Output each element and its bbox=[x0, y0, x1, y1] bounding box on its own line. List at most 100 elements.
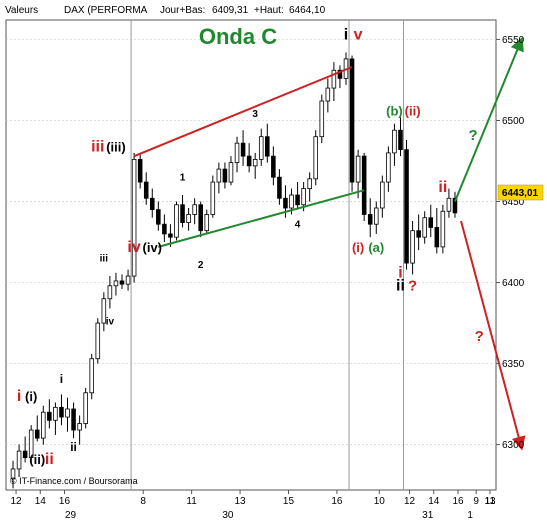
wave-label: (iii) bbox=[106, 139, 126, 154]
time-tick-label: 12 bbox=[404, 496, 416, 507]
candle bbox=[252, 152, 258, 179]
candle bbox=[89, 353, 95, 400]
candle bbox=[10, 460, 16, 489]
candle bbox=[386, 146, 391, 192]
candle-body-down bbox=[349, 58, 355, 183]
candle-body-up bbox=[125, 275, 131, 285]
header-label: Valeurs bbox=[5, 5, 38, 16]
candle bbox=[307, 172, 312, 202]
instrument-name: DAX (PERFORMA bbox=[64, 5, 148, 16]
candle-body-up bbox=[113, 280, 119, 287]
candle-body-up bbox=[355, 155, 361, 183]
wave-label: ii bbox=[438, 179, 447, 196]
candle bbox=[125, 269, 131, 291]
lower-channel bbox=[158, 189, 365, 248]
candle bbox=[204, 209, 210, 234]
candle-body-down bbox=[246, 155, 252, 167]
candle-body-up bbox=[10, 468, 16, 480]
candle bbox=[101, 292, 107, 332]
candle bbox=[216, 162, 222, 194]
footer-source: © IT-Finance.com / Boursorama bbox=[10, 476, 138, 486]
candle bbox=[192, 198, 197, 225]
candle-body-up bbox=[410, 230, 415, 264]
candle-body-up bbox=[252, 158, 258, 167]
candle-body-down bbox=[271, 155, 276, 178]
candle bbox=[210, 175, 216, 218]
candle bbox=[71, 402, 76, 439]
candle bbox=[180, 195, 185, 228]
candle bbox=[319, 94, 325, 144]
candle bbox=[149, 188, 155, 218]
candle-body-up bbox=[83, 392, 88, 424]
candle bbox=[392, 123, 397, 166]
wave-label: ii bbox=[396, 278, 405, 295]
candle bbox=[240, 130, 246, 166]
price-tick-label: 6550 bbox=[502, 35, 525, 46]
wave-label: i bbox=[398, 265, 402, 282]
candle-body-up bbox=[28, 429, 34, 458]
candle bbox=[246, 143, 252, 173]
candle-body-up bbox=[186, 214, 191, 223]
candle bbox=[95, 318, 101, 364]
time-tick-label: 11 bbox=[485, 496, 496, 507]
candle-body-down bbox=[222, 168, 228, 183]
candle-body-down bbox=[168, 233, 173, 238]
candle bbox=[271, 146, 276, 186]
candle-body-up bbox=[422, 217, 427, 238]
time-tick-label: 15 bbox=[283, 496, 295, 507]
time-tick-label: 12 bbox=[10, 496, 22, 507]
candle-body-up bbox=[258, 136, 264, 160]
wave-label: iii bbox=[100, 253, 109, 264]
candle-body-down bbox=[143, 181, 149, 199]
candle bbox=[174, 201, 179, 241]
candle bbox=[41, 405, 46, 445]
bull-projection bbox=[454, 36, 524, 202]
candle bbox=[440, 204, 446, 254]
day-high-value: 6464,10 bbox=[289, 5, 326, 16]
candle bbox=[137, 154, 143, 189]
candle-body-up bbox=[174, 204, 179, 238]
candle bbox=[373, 201, 379, 234]
candle bbox=[234, 136, 240, 173]
wave-label: ii bbox=[70, 440, 77, 454]
candle-body-up bbox=[192, 204, 197, 215]
candle-body-up bbox=[89, 358, 95, 394]
wave-label: iv bbox=[127, 239, 140, 256]
candle-body-down bbox=[71, 408, 76, 431]
price-tick-label: 6450 bbox=[502, 197, 525, 208]
candle bbox=[228, 156, 234, 186]
time-tick-label: 10 bbox=[374, 496, 386, 507]
candle bbox=[186, 208, 191, 231]
wave-label: ? bbox=[408, 278, 417, 295]
candle-body-down bbox=[295, 194, 300, 206]
date-label: 31 bbox=[422, 510, 434, 521]
date-label: 29 bbox=[65, 510, 77, 521]
candle-body-down bbox=[416, 230, 421, 238]
candle-body-down bbox=[22, 450, 28, 458]
wave-label: iv bbox=[106, 317, 115, 328]
price-tick-label: 6500 bbox=[502, 116, 525, 127]
candle-body-down bbox=[240, 142, 246, 157]
candle-body-down bbox=[47, 411, 52, 421]
candle-body-up bbox=[289, 194, 294, 209]
candle bbox=[222, 162, 228, 189]
chart-header: Valeurs DAX (PERFORMA Jour+Bas: 6409,31 … bbox=[5, 5, 326, 16]
candle bbox=[331, 62, 337, 102]
trend-lines bbox=[133, 36, 526, 451]
candle-body-up bbox=[95, 322, 101, 360]
candle-body-down bbox=[452, 197, 458, 214]
candle-body-down bbox=[367, 214, 373, 225]
candle bbox=[380, 175, 385, 218]
time-tick-label: 13 bbox=[484, 496, 496, 507]
candle-body-up bbox=[392, 129, 397, 154]
candle bbox=[416, 214, 421, 251]
time-tick-label: 8 bbox=[140, 496, 146, 507]
candle bbox=[337, 65, 343, 89]
candle-body-up bbox=[210, 181, 216, 215]
time-tick-label: 9 bbox=[473, 496, 479, 507]
wave-label: (ii) bbox=[405, 104, 421, 119]
wave-label: (iv) bbox=[143, 240, 163, 255]
time-tick-label: 16 bbox=[331, 496, 343, 507]
time-tick-label: 11 bbox=[186, 496, 197, 507]
